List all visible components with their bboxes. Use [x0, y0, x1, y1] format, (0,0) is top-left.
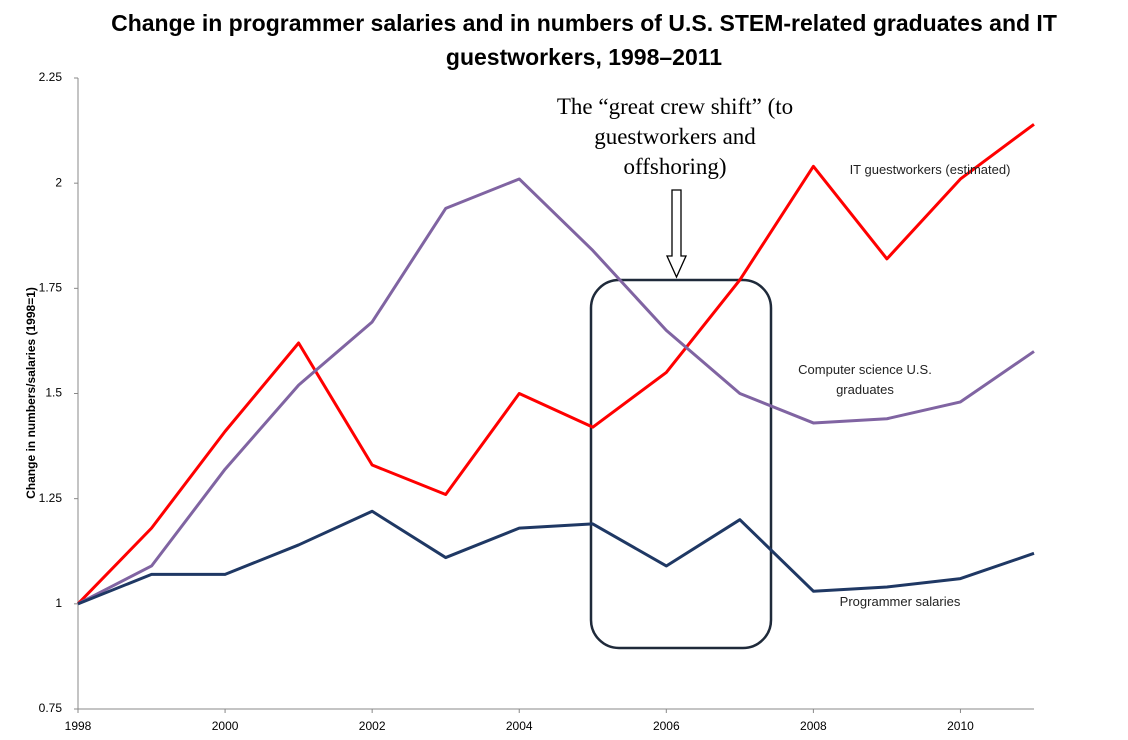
x-tick-label: 2004: [506, 719, 533, 733]
y-tick-label: 2.25: [39, 70, 63, 84]
x-tick-label: 2010: [947, 719, 974, 733]
y-tick-label: 0.75: [39, 701, 63, 715]
y-axis-title: Change in numbers/salaries (1998=1): [24, 287, 38, 499]
series-line: [77, 177, 1035, 606]
series-label: IT guestworkers (estimated): [849, 162, 1011, 177]
highlight-box: [589, 278, 773, 650]
y-tick-label: 1.25: [39, 491, 63, 505]
y-tick-label: 1.75: [39, 281, 63, 295]
x-tick-label: 2006: [653, 719, 680, 733]
arrow: [665, 189, 688, 279]
y-tick-label: 1.5: [45, 386, 62, 400]
series-label: Computer science U.S. graduates: [798, 362, 932, 397]
x-tick-label: 2000: [212, 719, 239, 733]
y-tick-label: 1: [55, 596, 62, 610]
y-tick-label: 2: [55, 175, 62, 189]
x-tick-label: 2008: [800, 719, 827, 733]
x-tick-label: 1998: [65, 719, 92, 733]
x-tick-label: 2002: [359, 719, 386, 733]
series-line: [77, 509, 1035, 606]
annotation: The “great crew shift” (to guestworkers …: [556, 94, 794, 179]
chart-title: Change in programmer salaries and in num…: [111, 10, 1057, 70]
series-label: Programmer salaries: [839, 594, 961, 609]
series-line: [76, 123, 1035, 605]
